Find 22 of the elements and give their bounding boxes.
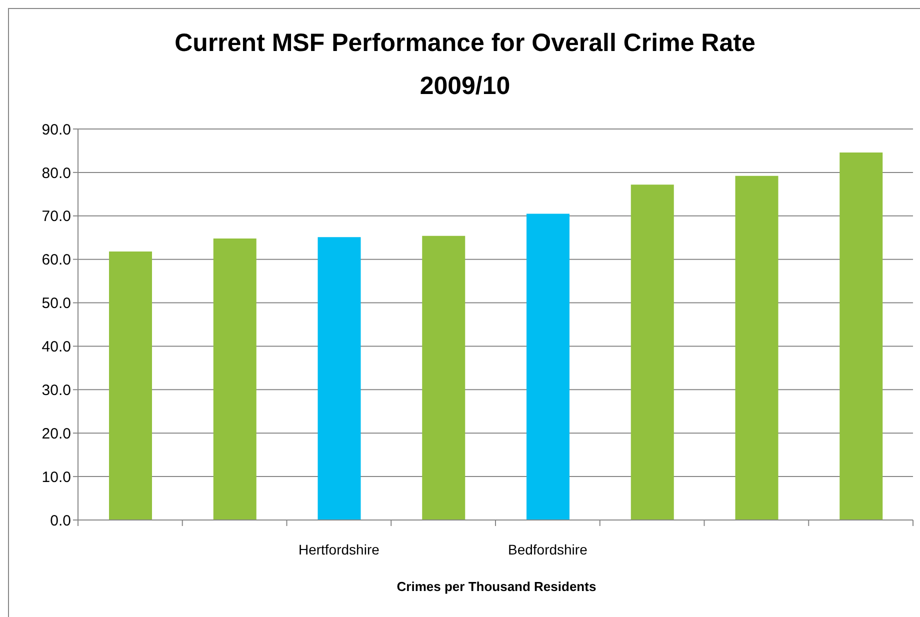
y-tick-label: 0.0 xyxy=(50,512,71,530)
x-tick-label: Hertfordshire xyxy=(298,542,380,558)
y-tick-label: 70.0 xyxy=(42,208,71,226)
bar xyxy=(422,236,466,520)
y-tick-label: 20.0 xyxy=(42,425,71,442)
y-tick-label: 80.0 xyxy=(42,164,71,182)
bar xyxy=(840,152,883,520)
bar xyxy=(630,184,674,520)
bar xyxy=(213,238,256,520)
bar xyxy=(526,214,570,520)
chart-title: Current MSF Performance for Overall Crime Rate 2009/10 xyxy=(174,28,756,102)
y-tick-label: 60.0 xyxy=(42,252,71,269)
y-tick-label: 90.0 xyxy=(42,121,71,138)
x-axis-title: Crimes per Thousand Residents xyxy=(396,579,598,594)
y-tick-label: 40.0 xyxy=(42,338,71,356)
bar xyxy=(318,237,361,520)
y-tick-label: 30.0 xyxy=(42,382,71,399)
bar xyxy=(109,252,152,520)
bar xyxy=(735,176,778,520)
y-tick-label: 10.0 xyxy=(42,468,71,486)
x-tick-label: Bedfordshire xyxy=(508,542,588,558)
y-tick-label: 50.0 xyxy=(42,295,71,312)
